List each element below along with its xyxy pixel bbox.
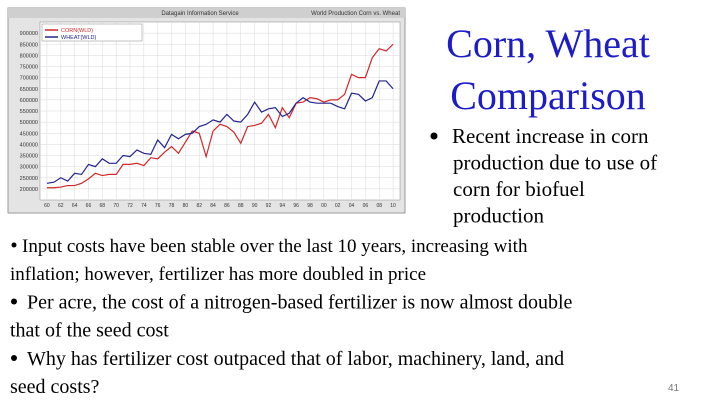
bullet-dot <box>11 298 17 305</box>
y-tick-label: 350000 <box>20 154 38 160</box>
x-tick-label: 04 <box>349 203 355 209</box>
x-tick-label: 82 <box>196 203 202 209</box>
x-tick-label: 88 <box>238 203 244 209</box>
x-tick-label: 02 <box>335 203 341 209</box>
x-tick-label: 84 <box>210 203 216 209</box>
y-tick-label: 900000 <box>20 31 38 37</box>
bullet-text: Recent increase in corn <box>452 124 649 148</box>
bullet-text: Why has fertilizer cost outpaced that of… <box>27 348 564 370</box>
x-tick-label: 90 <box>252 203 258 209</box>
x-tick-label: 60 <box>44 203 50 209</box>
bullet-text: seed costs? <box>10 376 100 398</box>
x-tick-label: 64 <box>72 203 78 209</box>
x-tick-label: 66 <box>86 203 92 209</box>
legend-label: WHEAT(WLD) <box>61 35 97 41</box>
bullet-text: corn for biofuel <box>453 177 585 201</box>
x-tick-label: 06 <box>363 203 369 209</box>
bullet-text: production <box>453 204 544 228</box>
y-tick-label: 500000 <box>20 120 38 126</box>
legend-box <box>41 23 143 42</box>
x-tick-label: 62 <box>58 203 64 209</box>
x-tick-label: 68 <box>100 203 106 209</box>
x-tick-label: 08 <box>376 203 382 209</box>
bullet-dot <box>11 242 17 248</box>
y-tick-label: 850000 <box>20 42 38 48</box>
y-tick-label: 650000 <box>20 87 38 93</box>
bullet-text: Input costs have been stable over the la… <box>22 236 528 257</box>
series-line <box>46 43 394 189</box>
y-tick-label: 800000 <box>20 53 38 59</box>
y-tick-label: 600000 <box>20 98 38 104</box>
slide-title: Corn, Wheat <box>446 21 650 66</box>
chart-title: World Production Corn vs. Wheat <box>311 11 400 17</box>
legend-label: CORN(WLD) <box>61 28 93 34</box>
y-tick-label: 750000 <box>20 65 38 71</box>
x-tick-label: 76 <box>155 203 161 209</box>
y-tick-label: 400000 <box>20 142 38 148</box>
x-tick-label: 70 <box>113 203 119 209</box>
y-tick-label: 200000 <box>20 187 38 193</box>
bullet-text: inflation; however, fertilizer has more … <box>10 264 426 285</box>
bullet-dot <box>11 355 17 361</box>
slide-title: Comparison <box>450 73 646 118</box>
x-tick-label: 94 <box>280 203 286 209</box>
bullet-text: production due to use of <box>453 151 657 175</box>
y-tick-label: 550000 <box>20 109 38 115</box>
bullet-dot <box>430 132 438 140</box>
series-line <box>46 80 394 184</box>
x-tick-label: 98 <box>307 203 313 209</box>
x-tick-label: 96 <box>293 203 299 209</box>
chart-header-bar <box>8 8 405 18</box>
y-tick-label: 300000 <box>20 165 38 171</box>
x-tick-label: 72 <box>127 203 133 209</box>
x-tick-label: 86 <box>224 203 230 209</box>
bullet-text: Per acre, the cost of a nitrogen-based f… <box>27 292 572 314</box>
x-tick-label: 78 <box>169 203 175 209</box>
x-tick-label: 80 <box>183 203 189 209</box>
y-tick-label: 250000 <box>20 176 38 182</box>
chart-header: Datagain Information Service <box>161 11 239 17</box>
page-number: 41 <box>668 383 680 394</box>
y-tick-label: 700000 <box>20 76 38 82</box>
x-tick-label: 10 <box>390 203 396 209</box>
bullet-text: that of the seed cost <box>10 320 169 342</box>
y-tick-label: 450000 <box>20 131 38 137</box>
x-tick-label: 74 <box>141 203 147 209</box>
x-tick-label: 00 <box>321 203 327 209</box>
x-tick-label: 92 <box>266 203 272 209</box>
